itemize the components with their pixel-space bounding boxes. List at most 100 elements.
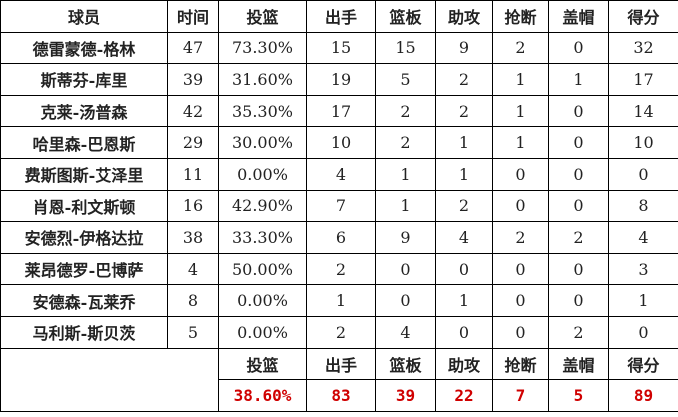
table-row: 安德森-瓦莱乔 8 0.00% 1 0 1 0 0 1 — [0, 284, 678, 317]
table-cell: 39 — [167, 63, 219, 96]
header-row: 球员 时间 投篮 出手 篮板 助攻 抢断 盖帽 得分 — [0, 0, 678, 33]
table-cell: 助攻 — [435, 347, 493, 381]
table-cell: 0 — [548, 252, 609, 286]
table-cell: 42 — [167, 94, 219, 128]
table-cell: 3 — [608, 252, 678, 286]
table-cell: 16 — [167, 189, 219, 223]
table-cell: 5 — [548, 379, 609, 412]
table-cell: 1 — [492, 94, 549, 128]
table-cell: 哈里森-巴恩斯 — [0, 126, 168, 159]
table-cell: 0 — [435, 315, 493, 349]
table-cell: 2 — [375, 126, 436, 159]
table-cell: 4 — [167, 252, 219, 286]
table-row: 马利斯-斯贝茨 5 0.00% 2 4 0 0 2 0 — [0, 315, 678, 349]
table-cell: 11 — [167, 157, 219, 191]
table-cell: 2 — [548, 315, 609, 349]
table-cell: 1 — [435, 157, 493, 191]
table-cell: 克莱-汤普森 — [0, 94, 168, 128]
table-cell: 1 — [306, 284, 376, 317]
table-cell: 得分 — [608, 347, 678, 381]
table-cell: 投篮 — [218, 0, 307, 33]
table-cell: 47 — [167, 31, 219, 65]
table-cell: 1 — [435, 284, 493, 317]
table-cell: 2 — [435, 94, 493, 128]
table-cell: 31.60% — [218, 63, 307, 96]
table-cell: 0 — [492, 315, 549, 349]
table-cell: 38 — [167, 221, 219, 254]
table-cell: 8 — [608, 189, 678, 223]
table-cell: 89 — [608, 379, 678, 412]
table-cell: 15 — [375, 31, 436, 65]
table-cell: 2 — [492, 31, 549, 65]
table-cell: 马利斯-斯贝茨 — [0, 315, 168, 349]
table-cell: 出手 — [306, 347, 376, 381]
table-cell: 1 — [548, 63, 609, 96]
table-cell: 2 — [435, 189, 493, 223]
table-cell: 39 — [375, 379, 436, 412]
table-cell: 盖帽 — [548, 0, 609, 33]
table-cell: 0.00% — [218, 157, 307, 191]
totals-header-row: 投篮 出手 篮板 助攻 抢断 盖帽 得分 — [0, 347, 678, 412]
table-cell: 42.90% — [218, 189, 307, 223]
table-cell: 0 — [608, 315, 678, 349]
table-cell: 10 — [608, 126, 678, 159]
table-cell: 2 — [435, 63, 493, 96]
table-cell: 投篮 — [218, 347, 307, 381]
table-cell: 0.00% — [218, 315, 307, 349]
table-cell: 5 — [375, 63, 436, 96]
table-cell: 0 — [548, 126, 609, 159]
table-cell: 斯蒂芬-库里 — [0, 63, 168, 96]
blank-cell — [0, 347, 219, 412]
table-cell: 盖帽 — [548, 347, 609, 381]
table-cell: 2 — [375, 94, 436, 128]
table-cell: 6 — [306, 221, 376, 254]
table-cell: 7 — [492, 379, 549, 412]
table-cell: 安德森-瓦莱乔 — [0, 284, 168, 317]
table-row: 克莱-汤普森 42 35.30% 17 2 2 1 0 14 — [0, 94, 678, 128]
table-cell: 2 — [306, 315, 376, 349]
totals-row: 38.60% 83 39 22 7 5 89 — [1, 379, 678, 412]
table-cell: 83 — [306, 379, 376, 412]
table-cell: 1 — [375, 189, 436, 223]
table-cell: 莱昂德罗-巴博萨 — [0, 252, 168, 286]
table-cell: 篮板 — [375, 347, 436, 381]
table-cell: 1 — [492, 63, 549, 96]
table-cell: 30.00% — [218, 126, 307, 159]
table-cell: 1 — [608, 284, 678, 317]
table-cell: 9 — [375, 221, 436, 254]
table-cell: 安德烈-伊格达拉 — [0, 221, 168, 254]
table-cell: 出手 — [306, 0, 376, 33]
table-cell: 0 — [492, 284, 549, 317]
table-cell: 0 — [548, 157, 609, 191]
table-cell: 35.30% — [218, 94, 307, 128]
table-cell: 19 — [306, 63, 376, 96]
table-cell: 篮板 — [375, 0, 436, 33]
table-cell: 4 — [375, 315, 436, 349]
table-row: 德雷蒙德-格林 47 73.30% 15 15 9 2 0 32 — [0, 31, 678, 65]
table-cell: 8 — [167, 284, 219, 317]
table-cell: 抢断 — [492, 347, 549, 381]
table-cell: 1 — [492, 126, 549, 159]
table-cell: 2 — [548, 221, 609, 254]
table-cell: 0 — [548, 94, 609, 128]
table-cell: 0 — [548, 189, 609, 223]
table-cell: 0 — [492, 252, 549, 286]
table-cell: 费斯图斯-艾泽里 — [0, 157, 168, 191]
table-cell: 17 — [608, 63, 678, 96]
table-cell: 32 — [608, 31, 678, 65]
table-cell: 0 — [492, 157, 549, 191]
table-cell: 4 — [435, 221, 493, 254]
table-cell: 助攻 — [435, 0, 493, 33]
table-row: 哈里森-巴恩斯 29 30.00% 10 2 1 1 0 10 — [0, 126, 678, 159]
table-cell: 17 — [306, 94, 376, 128]
table-row: 安德烈-伊格达拉 38 33.30% 6 9 4 2 2 4 — [0, 221, 678, 254]
table-cell: 0 — [492, 189, 549, 223]
table-cell: 7 — [306, 189, 376, 223]
table-cell: 时间 — [167, 0, 219, 33]
table-cell: 29 — [167, 126, 219, 159]
table-cell: 50.00% — [218, 252, 307, 286]
table-cell: 9 — [435, 31, 493, 65]
table-cell: 33.30% — [218, 221, 307, 254]
table-cell: 2 — [492, 221, 549, 254]
